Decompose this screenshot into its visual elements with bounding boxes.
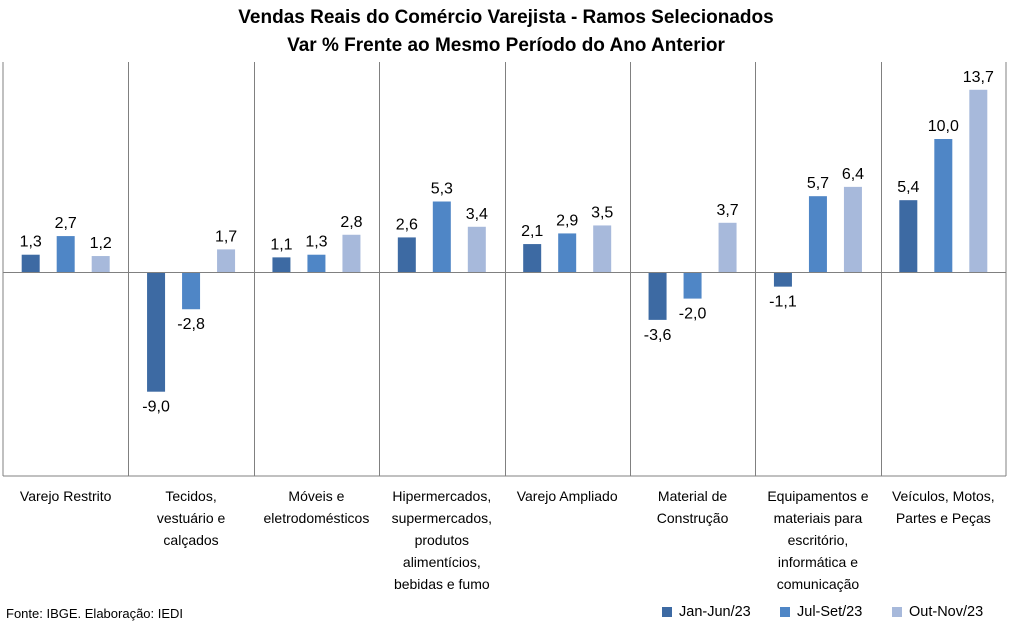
category-label: Varejo Restrito	[20, 488, 112, 504]
category-label: Veículos, Motos,	[892, 488, 995, 504]
category-label: Tecidos,	[165, 488, 216, 504]
chart-title: Vendas Reais do Comércio Varejista - Ram…	[238, 7, 774, 28]
bar	[934, 139, 953, 272]
legend-label: Jul-Set/23	[797, 604, 863, 620]
category-label: Móveis e	[288, 488, 344, 504]
bar	[467, 226, 486, 272]
category-label: materiais para	[774, 510, 863, 526]
data-label: -3,6	[644, 327, 672, 344]
category-label: Varejo Ampliado	[517, 488, 618, 504]
bar	[91, 256, 110, 272]
category-label: vestuário e	[157, 510, 226, 526]
data-label: -1,1	[769, 294, 797, 311]
bar	[648, 272, 667, 320]
legend-swatch	[780, 607, 790, 617]
category-label: Construção	[657, 510, 729, 526]
bar	[307, 254, 326, 272]
chart-subtitle: Var % Frente ao Mesmo Período do Ano Ant…	[287, 35, 725, 56]
bar	[182, 272, 201, 310]
category-label: bebidas e fumo	[394, 576, 490, 592]
category-label: Partes e Peças	[896, 510, 991, 526]
bar	[147, 272, 166, 392]
category-label: Hipermercados,	[392, 488, 491, 504]
data-label: 2,8	[340, 214, 362, 231]
bar	[523, 244, 542, 272]
legend-swatch	[662, 607, 672, 617]
data-label: 5,4	[897, 179, 919, 196]
bar	[808, 196, 827, 272]
data-label: 1,7	[215, 228, 237, 245]
category-label: Equipamentos e	[767, 488, 868, 504]
category-label: informática e	[778, 554, 858, 570]
data-label: 6,4	[842, 166, 864, 183]
data-label: 1,2	[90, 235, 112, 252]
data-label: 3,4	[466, 206, 488, 223]
bar	[773, 272, 792, 287]
data-label: -2,8	[177, 316, 205, 333]
data-label: 13,7	[963, 69, 994, 86]
category-label: alimentícios,	[403, 554, 481, 570]
bar	[56, 236, 75, 272]
data-label: 1,3	[305, 234, 327, 251]
data-label: 5,3	[431, 181, 453, 198]
data-label: -9,0	[142, 399, 170, 416]
bar	[558, 233, 577, 272]
category-label: comunicação	[777, 576, 860, 592]
category-label: eletrodomésticos	[264, 510, 370, 526]
data-label: 2,9	[556, 212, 578, 229]
bar	[683, 272, 702, 299]
data-label: 3,5	[591, 204, 613, 221]
legend-label: Jan-Jun/23	[679, 604, 751, 620]
data-label: 3,7	[716, 202, 738, 219]
category-label: calçados	[163, 532, 218, 548]
data-label: 1,1	[270, 236, 292, 253]
bar	[718, 222, 737, 272]
legend-item-jan-jun: Jan-Jun/23	[662, 604, 751, 620]
data-label: 5,7	[807, 175, 829, 192]
source-note: Fonte: IBGE. Elaboração: IEDI	[6, 606, 184, 621]
data-label: 2,6	[396, 216, 418, 233]
data-label: 2,1	[521, 223, 543, 240]
category-label: Material de	[658, 488, 727, 504]
bar	[843, 186, 862, 272]
category-label: produtos	[415, 532, 469, 548]
legend-label: Out-Nov/23	[909, 604, 984, 620]
legend-item-out-nov: Out-Nov/23	[892, 604, 983, 620]
category-label: escritório,	[788, 532, 849, 548]
legend-swatch	[892, 607, 902, 617]
bar	[593, 225, 612, 272]
bar	[432, 201, 451, 272]
data-label: 1,3	[20, 234, 42, 251]
bar	[969, 89, 988, 272]
bar	[397, 237, 416, 272]
bar	[21, 254, 40, 272]
data-label: -2,0	[679, 306, 707, 323]
bar	[342, 234, 361, 272]
data-label: 10,0	[928, 118, 959, 135]
data-label: 2,7	[55, 215, 77, 232]
bar	[272, 257, 291, 272]
category-label: supermercados,	[392, 510, 492, 526]
bar	[217, 249, 236, 272]
legend-item-jul-set: Jul-Set/23	[780, 604, 862, 620]
bar	[899, 200, 918, 272]
